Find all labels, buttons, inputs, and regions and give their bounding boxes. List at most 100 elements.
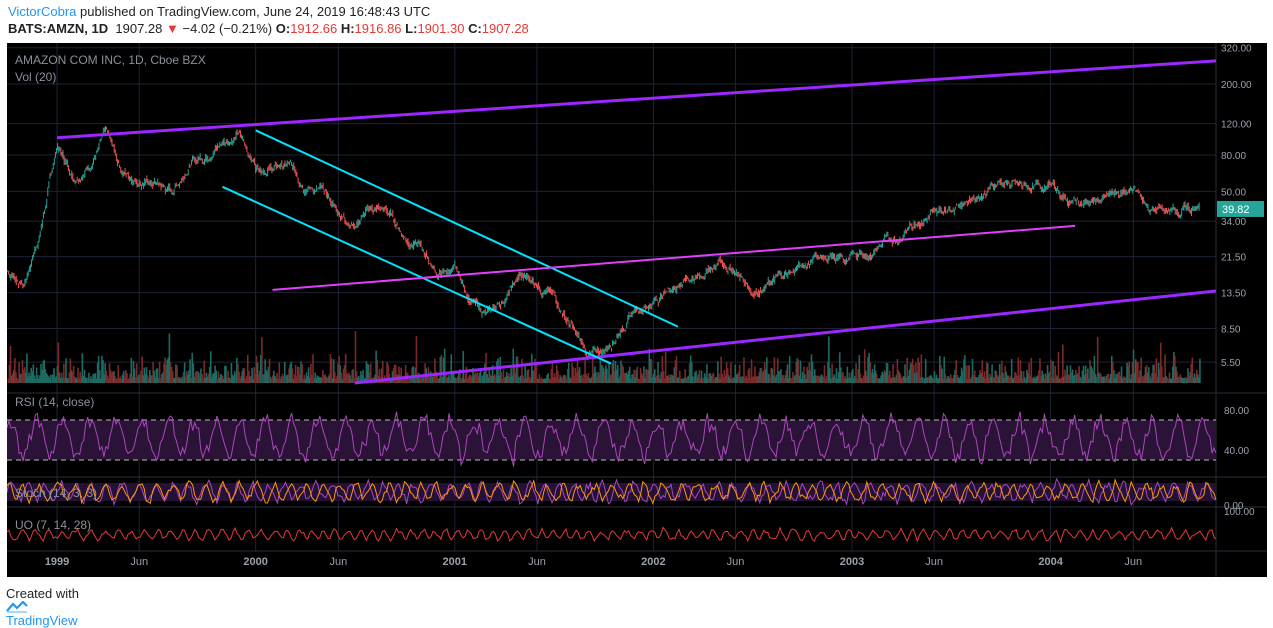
stoch-label: Stoch (14, 3, 3) bbox=[15, 486, 97, 500]
volume-bar bbox=[267, 366, 270, 383]
volume-bar bbox=[76, 378, 78, 383]
volume-bar bbox=[606, 368, 608, 383]
volume-bar bbox=[8, 364, 11, 383]
volume-bar bbox=[814, 375, 817, 383]
volume-bar bbox=[443, 348, 446, 383]
volume-bar bbox=[387, 364, 389, 383]
volume-bar bbox=[673, 367, 676, 383]
volume-bar bbox=[213, 372, 215, 383]
volume-bar bbox=[721, 373, 724, 383]
volume-bar bbox=[664, 351, 667, 383]
volume-bar bbox=[997, 376, 1000, 383]
volume-bar bbox=[1145, 365, 1148, 383]
volume-bar bbox=[294, 364, 297, 383]
volume-bar bbox=[325, 376, 327, 383]
volume-bar bbox=[164, 357, 166, 383]
volume-bar bbox=[638, 378, 641, 383]
volume-bar bbox=[435, 371, 437, 383]
volume-bar bbox=[175, 364, 177, 383]
volume-bar bbox=[142, 375, 145, 383]
volume-bar bbox=[735, 374, 738, 383]
volume-bar bbox=[744, 377, 746, 383]
volume-bar bbox=[1150, 378, 1152, 383]
volume-bar bbox=[154, 377, 157, 383]
volume-bar bbox=[1144, 366, 1147, 383]
volume-bar bbox=[559, 374, 561, 383]
volume-bar bbox=[964, 355, 966, 383]
volume-bar bbox=[1008, 376, 1011, 383]
volume-bar bbox=[1100, 374, 1102, 383]
volume-bar bbox=[651, 377, 654, 383]
volume-bar bbox=[421, 378, 423, 383]
volume-bar bbox=[292, 378, 295, 383]
volume-bar bbox=[1152, 364, 1154, 383]
volume-bar bbox=[1015, 373, 1017, 383]
tradingview-link[interactable]: TradingView bbox=[6, 613, 78, 628]
volume-bar bbox=[428, 377, 431, 383]
volume-bar bbox=[939, 355, 941, 383]
axes: 1999 Jun 2000 Jun 2001 Jun 2002 Jun 2003 Jun 2004 J… bbox=[45, 44, 1264, 568]
volume-bar bbox=[40, 363, 42, 383]
volume-bar bbox=[795, 362, 798, 383]
volume-bar bbox=[1184, 377, 1187, 383]
volume-bar bbox=[1041, 370, 1043, 383]
volume-bar bbox=[825, 375, 828, 383]
volume-bar bbox=[583, 374, 585, 383]
volume-bar bbox=[614, 361, 617, 383]
volume-bar bbox=[931, 377, 934, 383]
volume-bar bbox=[678, 370, 681, 383]
volume-bar bbox=[561, 378, 564, 383]
volume-bars bbox=[7, 331, 1201, 383]
volume-bar bbox=[277, 378, 280, 383]
volume-bar bbox=[23, 367, 26, 383]
volume-bar bbox=[983, 371, 986, 383]
volume-bar bbox=[538, 374, 541, 383]
volume-bar bbox=[502, 369, 505, 383]
volume-bar bbox=[338, 356, 340, 383]
volume-bar bbox=[1194, 377, 1197, 383]
volume-bar bbox=[303, 374, 306, 383]
volume-bar bbox=[838, 352, 841, 383]
volume-bar bbox=[288, 368, 290, 383]
volume-bar bbox=[342, 368, 345, 383]
volume-bar bbox=[816, 375, 818, 383]
volume-bar bbox=[899, 374, 902, 383]
volume-bar bbox=[1096, 337, 1099, 383]
volume-bar bbox=[929, 375, 931, 383]
volume-bar bbox=[649, 358, 652, 383]
volume-bar bbox=[924, 358, 927, 383]
volume-bar bbox=[335, 378, 337, 383]
price-chart-svg[interactable]: 1999 Jun 2000 Jun 2001 Jun 2002 Jun 2003 Jun 2004 J… bbox=[7, 43, 1267, 577]
volume-bar bbox=[251, 368, 253, 383]
volume-bar bbox=[1116, 374, 1119, 383]
volume-bar bbox=[916, 372, 918, 383]
volume-bar bbox=[441, 377, 444, 383]
volume-bar bbox=[1027, 373, 1029, 383]
volume-bar bbox=[214, 365, 216, 383]
volume-bar bbox=[1081, 370, 1084, 383]
footer: Created with TradingView bbox=[6, 586, 79, 628]
volume-bar bbox=[709, 372, 712, 383]
volume-bar bbox=[1040, 376, 1042, 383]
volume-bar bbox=[1060, 377, 1063, 383]
volume-bar bbox=[374, 374, 376, 383]
volume-bar bbox=[943, 356, 946, 383]
volume-bar bbox=[524, 365, 527, 383]
volume-bar bbox=[264, 359, 266, 383]
volume-bar bbox=[668, 374, 670, 383]
volume-bar bbox=[1174, 356, 1176, 383]
volume-bar bbox=[521, 358, 523, 383]
volume-bar bbox=[86, 377, 89, 383]
author-link[interactable]: VictorCobra bbox=[8, 4, 77, 19]
volume-bar bbox=[846, 366, 849, 383]
chart-area[interactable]: 1999 Jun 2000 Jun 2001 Jun 2002 Jun 2003 Jun 2004 J… bbox=[7, 43, 1267, 577]
volume-bar bbox=[1153, 364, 1156, 383]
volume-bar bbox=[528, 376, 531, 383]
volume-bar bbox=[937, 378, 940, 383]
volume-bar bbox=[281, 373, 284, 383]
volume-bar bbox=[507, 375, 509, 383]
volume-bar bbox=[682, 378, 684, 383]
volume-bar bbox=[596, 376, 598, 383]
volume-bar bbox=[143, 367, 146, 383]
volume-bar bbox=[849, 377, 852, 383]
